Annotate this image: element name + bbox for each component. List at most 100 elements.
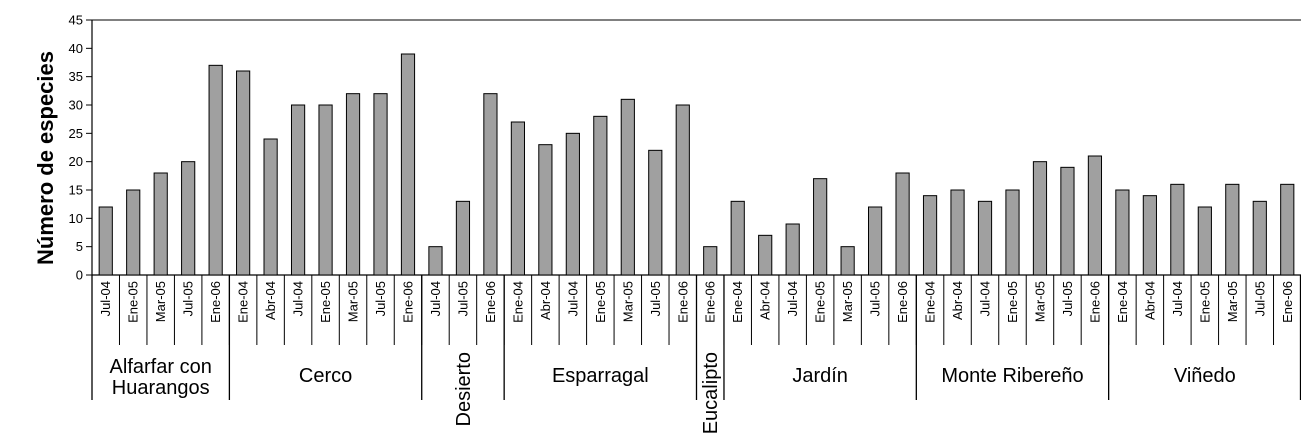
y-tick-label: 35 — [69, 69, 83, 84]
bar — [1142, 195, 1157, 276]
x-tick-label: Abr-04 — [263, 281, 278, 320]
x-tick-label: Mar-05 — [153, 281, 168, 322]
x-tick-label: Ene-06 — [703, 281, 718, 323]
x-tick-label: Ene-06 — [675, 281, 690, 323]
y-tick-label: 15 — [69, 183, 83, 198]
bar — [785, 223, 800, 276]
bar — [1197, 206, 1212, 276]
x-tick-label: Ene-05 — [126, 281, 141, 323]
x-tick-label: Jul-04 — [785, 281, 800, 316]
y-tick-label: 0 — [76, 268, 83, 283]
group-label: Jardín — [792, 365, 848, 387]
x-tick-label: Ene-06 — [1087, 281, 1102, 323]
bar — [400, 53, 416, 276]
x-tick-label: Mar-05 — [346, 281, 361, 322]
y-tick-label: 40 — [69, 41, 83, 56]
x-tick-label: Jul-04 — [428, 281, 443, 316]
group-label: Huarangos — [112, 377, 210, 399]
x-tick-label: Mar-05 — [1225, 281, 1240, 322]
bar — [1115, 189, 1130, 276]
x-tick-label: Ene-06 — [895, 281, 910, 323]
x-tick-label: Jul-04 — [978, 281, 993, 316]
bar — [593, 115, 608, 276]
x-tick-label: Jul-05 — [1060, 281, 1075, 316]
x-tick-label: Jul-04 — [1170, 281, 1185, 316]
bar — [813, 178, 828, 276]
x-tick-label: Abr-04 — [950, 281, 965, 320]
x-tick-label: Ene-05 — [593, 281, 608, 323]
bar — [318, 104, 333, 276]
bar — [455, 200, 471, 276]
x-tick-label: Ene-04 — [510, 281, 525, 323]
bar — [1225, 183, 1240, 276]
x-tick-label: Ene-06 — [208, 281, 223, 323]
x-tick-label: Abr-04 — [1142, 281, 1157, 320]
x-tick-label: Ene-05 — [813, 281, 828, 323]
y-tick-label: 5 — [76, 239, 83, 254]
x-tick-label: Jul-05 — [455, 281, 470, 316]
bar — [181, 161, 196, 276]
x-tick-label: Jul-04 — [291, 281, 306, 316]
group-label: Viñedo — [1174, 365, 1236, 387]
bar — [153, 172, 168, 276]
group-label: Monte Ribereño — [941, 365, 1083, 387]
x-tick-label: Ene-06 — [1280, 281, 1295, 323]
bar — [758, 234, 773, 276]
bar — [1032, 161, 1048, 276]
bar — [208, 64, 223, 276]
bar — [263, 138, 278, 276]
bar — [922, 195, 938, 276]
bar — [1087, 155, 1103, 276]
bar — [345, 93, 361, 276]
bar — [126, 189, 141, 276]
bar — [675, 104, 690, 276]
x-tick-label: Ene-04 — [1115, 281, 1130, 323]
bar — [1280, 183, 1295, 276]
bar — [373, 93, 388, 276]
x-tick-label: Jul-05 — [1252, 281, 1267, 316]
bar — [98, 206, 113, 276]
group-label: Eucalipto — [700, 352, 722, 434]
bar — [703, 246, 718, 276]
x-tick-label: Jul-04 — [565, 281, 580, 316]
bar — [483, 93, 498, 276]
bar — [648, 149, 663, 276]
x-tick-label: Jul-05 — [181, 281, 196, 316]
x-tick-label: Ene-04 — [730, 281, 745, 323]
bar — [840, 246, 855, 276]
y-tick-label: 25 — [69, 126, 83, 141]
x-tick-label: Jul-05 — [868, 281, 883, 316]
y-tick-label: 45 — [69, 13, 83, 28]
x-tick-label: Abr-04 — [758, 281, 773, 320]
group-label: Desierto — [453, 352, 475, 426]
bar — [510, 121, 525, 276]
x-tick-label: Ene-06 — [400, 281, 415, 323]
y-tick-label: 30 — [69, 98, 83, 113]
bar — [565, 132, 580, 276]
x-tick-label: Ene-04 — [923, 281, 938, 323]
bar — [895, 172, 910, 276]
x-tick-label: Mar-05 — [840, 281, 855, 322]
bar — [620, 98, 635, 276]
y-axis-label: Número de especies — [33, 51, 58, 265]
bar — [1252, 200, 1267, 276]
x-tick-label: Jul-05 — [648, 281, 663, 316]
x-tick-label: Abr-04 — [538, 281, 553, 320]
group-label: Cerco — [299, 365, 352, 387]
bar — [1060, 166, 1075, 276]
x-tick-label: Mar-05 — [620, 281, 635, 322]
y-tick-label: 10 — [69, 211, 83, 226]
bar — [538, 144, 553, 276]
y-tick-label: 20 — [69, 154, 83, 169]
bar — [290, 104, 306, 276]
bar — [950, 189, 965, 276]
bar — [730, 200, 745, 276]
bar — [868, 206, 883, 276]
x-tick-label: Mar-05 — [1032, 281, 1047, 322]
x-tick-label: Ene-04 — [236, 281, 251, 323]
bar — [236, 70, 251, 276]
bar — [428, 246, 443, 276]
group-label: Alfarfar con — [110, 356, 212, 378]
x-tick-label: Ene-05 — [318, 281, 333, 323]
